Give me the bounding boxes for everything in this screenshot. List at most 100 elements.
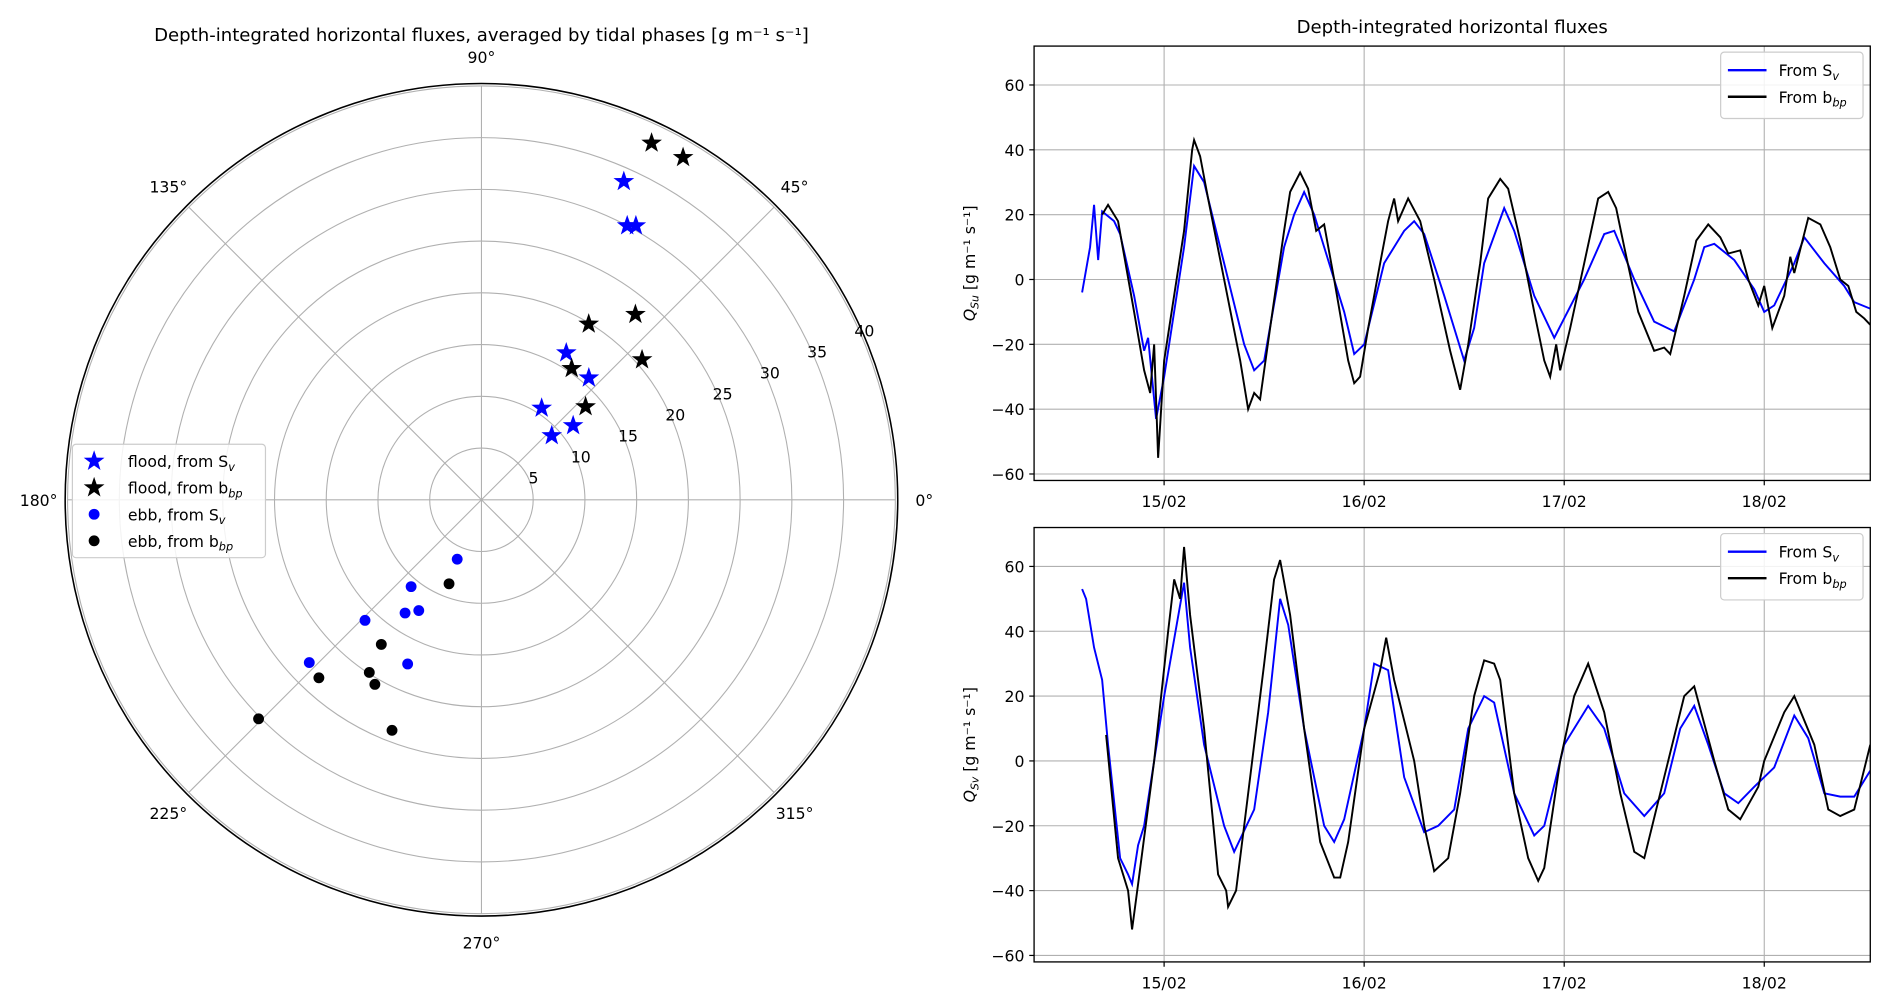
qsu-line-chart: Depth-integrated horizontal fluxes −60 −40… (960, 17, 1871, 511)
ebb-circle-marker (375, 638, 387, 650)
ebb-circle-marker (363, 667, 375, 678)
x-tick-label: 16/02 (1342, 492, 1387, 511)
axes-frame (1033, 45, 1871, 482)
ebb-circle-marker (443, 578, 455, 590)
y-tick-label: 40 (1004, 141, 1024, 160)
x-tick-label: 16/02 (1342, 973, 1387, 992)
legend-circle-marker (88, 508, 100, 520)
flood-star-marker (631, 348, 653, 369)
flood-star-marker (578, 367, 600, 387)
flood-star-marker (625, 214, 647, 235)
radial-tick-label: 15 (618, 426, 638, 445)
polar-chart: Depth-integrated horizontal fluxes, aver… (20, 25, 933, 952)
y-axis-label-sub: Su (969, 295, 982, 309)
line-legend: From Sv From bbp (1720, 532, 1864, 601)
legend-label-subscript: bp (1832, 96, 1846, 109)
y-axis-label-main: Q (960, 309, 979, 321)
axes-frame (1033, 526, 1871, 963)
legend-label-subscript: v (219, 514, 226, 527)
radial-tick-label: 35 (807, 342, 827, 361)
radial-tick-label: 30 (760, 363, 780, 382)
angle-tick-label: 270° (463, 934, 501, 953)
legend-label-subscript: bp (228, 487, 242, 500)
y-tick-label: −40 (991, 882, 1024, 901)
ebb-circle-marker (303, 657, 315, 669)
legend-label-text: From S (1779, 543, 1833, 562)
series-line-sv (1081, 582, 1871, 888)
angular-gridline (481, 206, 775, 501)
flood-star-marker (531, 397, 553, 417)
legend-label-text: From S (1779, 61, 1833, 80)
ebb-circle-marker (253, 713, 265, 725)
flood-star-marker (541, 424, 563, 445)
legend-label: flood, from bbp (128, 479, 243, 501)
y-tick-label: −20 (991, 817, 1024, 836)
y-tick-label: 40 (1004, 622, 1024, 641)
ebb-circle-marker (405, 581, 417, 593)
legend-label-subscript: bp (1832, 578, 1846, 591)
angular-gridline (188, 206, 482, 501)
y-axis-label: QSv [g m⁻¹ s⁻¹] (960, 687, 982, 802)
flood-star-marker (575, 395, 596, 416)
radial-tick-label: 40 (854, 321, 874, 340)
series-line-bbp (1101, 136, 1871, 458)
legend-star-marker (83, 476, 105, 497)
legend-label-text: ebb, from b (128, 532, 219, 551)
x-tick-label: 17/02 (1542, 973, 1587, 992)
radial-tick-label: 20 (665, 405, 685, 424)
x-tick-label: 15/02 (1142, 973, 1187, 992)
angle-tick-label: 315° (776, 804, 814, 823)
flood-star-marker (625, 303, 646, 324)
angle-tick-label: 90° (468, 48, 496, 67)
legend-box (1720, 532, 1864, 601)
flood-star-marker (562, 414, 584, 435)
angle-tick-label: 45° (781, 178, 809, 197)
angle-tick-label: 180° (20, 491, 58, 510)
angle-tick-label: 135° (149, 178, 187, 197)
ebb-circle-marker (399, 607, 411, 619)
y-tick-label: 0 (1014, 752, 1024, 771)
y-tick-label: −40 (991, 400, 1024, 419)
y-axis-label-units: [g m⁻¹ s⁻¹] (960, 205, 979, 295)
flood-star-marker (556, 341, 577, 362)
legend-label-subscript: v (1832, 551, 1839, 564)
ebb-circle-marker (451, 553, 463, 565)
y-axis-label: QSu [g m⁻¹ s⁻¹] (960, 205, 982, 321)
y-tick-label: −60 (991, 465, 1024, 484)
x-tick-label: 18/02 (1742, 973, 1787, 992)
legend-label-text: ebb, from S (128, 505, 219, 524)
legend-label: flood, from Sv (128, 452, 235, 474)
ebb-circle-marker (359, 614, 371, 626)
legend-circle-marker (88, 535, 100, 547)
y-tick-label: 60 (1004, 557, 1024, 576)
flood-star-marker (672, 146, 694, 167)
flood-star-marker (613, 170, 635, 191)
legend-label: From bbp (1779, 88, 1847, 110)
angular-gridline (481, 499, 775, 793)
legend-star-marker (83, 450, 105, 470)
flood-star-marker (616, 214, 638, 235)
legend-label: ebb, from bbp (128, 532, 233, 554)
y-tick-label: −60 (991, 946, 1024, 965)
ebb-circle-marker (386, 724, 398, 736)
y-tick-label: 60 (1004, 76, 1024, 95)
angular-gridline (188, 499, 482, 793)
legend-box (1720, 51, 1864, 120)
flood-star-marker (561, 357, 583, 378)
x-tick-label: 17/02 (1542, 492, 1587, 511)
legend-label-subscript: v (1832, 70, 1839, 83)
legend-label-text: From b (1779, 569, 1833, 588)
legend-label: From Sv (1779, 543, 1840, 565)
y-axis-label-sub: Sv (969, 776, 982, 790)
ebb-circle-marker (413, 605, 425, 616)
x-tick-label: 18/02 (1742, 492, 1787, 511)
angle-tick-label: 225° (149, 804, 187, 823)
angle-tick-label: 0° (915, 491, 933, 510)
chart-title: Depth-integrated horizontal fluxes (1297, 17, 1608, 38)
polar-frame (64, 82, 899, 917)
y-tick-label: −20 (991, 335, 1024, 354)
legend-label-text: flood, from b (128, 479, 228, 498)
legend-label: ebb, from Sv (128, 505, 226, 527)
